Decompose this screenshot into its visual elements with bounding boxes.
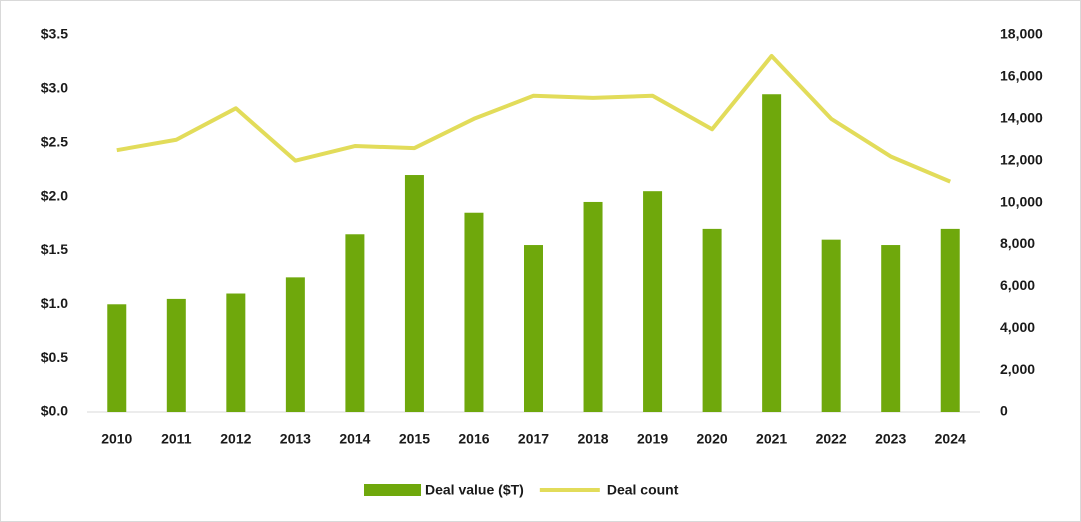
y2-tick-label: 16,000: [1000, 68, 1043, 84]
x-tick-label: 2024: [935, 431, 966, 447]
bar: [166, 298, 186, 412]
y2-tick-label: 12,000: [1000, 151, 1043, 167]
bar: [821, 239, 841, 412]
y2-tick-label: 10,000: [1000, 193, 1043, 209]
x-tick-label: 2013: [280, 431, 311, 447]
x-tick-label: 2015: [399, 431, 430, 447]
bar: [643, 191, 663, 412]
line: [116, 53, 952, 184]
bar: [524, 245, 543, 412]
y-tick-label: $3.5: [41, 26, 68, 42]
x-tick-label: 2019: [637, 431, 668, 447]
y-tick-label: $3.0: [41, 80, 68, 96]
legend-label: Deal value ($T): [425, 482, 524, 498]
bar: [226, 293, 246, 412]
y2-tick-label: 8,000: [1000, 235, 1035, 251]
x-tick-label: 2022: [816, 431, 847, 447]
y2-tick-label: 4,000: [1000, 319, 1035, 335]
bar: [583, 201, 603, 412]
bar: [464, 212, 484, 412]
bar: [404, 175, 424, 412]
bar: [762, 94, 782, 412]
y2-tick-label: 0: [1000, 403, 1008, 419]
x-tick-label: 2017: [518, 431, 549, 447]
bar: [345, 234, 365, 412]
bar: [881, 245, 901, 412]
x-tick-label: 2011: [161, 431, 192, 447]
y-tick-label: $1.0: [41, 295, 68, 311]
y-tick-label: $2.0: [41, 187, 68, 203]
y-tick-label: $1.5: [41, 241, 68, 257]
bar: [107, 304, 127, 412]
x-tick-label: 2018: [577, 431, 608, 447]
bar: [702, 228, 722, 412]
x-tick-label: 2010: [101, 431, 132, 447]
x-tick-label: 2016: [458, 431, 489, 447]
y-tick-label: $2.5: [41, 133, 68, 149]
y2-tick-label: 18,000: [1000, 26, 1043, 42]
legend-label: Deal count: [607, 482, 679, 498]
y2-tick-label: 14,000: [1000, 109, 1043, 125]
y2-tick-label: 2,000: [1000, 361, 1035, 377]
x-tick-label: 2023: [875, 431, 906, 447]
x-tick-label: 2021: [756, 431, 787, 447]
x-tick-label: 2012: [220, 431, 251, 447]
y2-tick-label: 6,000: [1000, 277, 1035, 293]
bar: [940, 228, 960, 412]
bar: [285, 277, 305, 412]
x-tick-label: 2020: [697, 431, 728, 447]
legend-swatch: [364, 484, 421, 496]
y-tick-label: $0.0: [41, 403, 68, 419]
x-tick-label: 2014: [339, 431, 370, 447]
y-tick-label: $0.5: [41, 349, 68, 365]
